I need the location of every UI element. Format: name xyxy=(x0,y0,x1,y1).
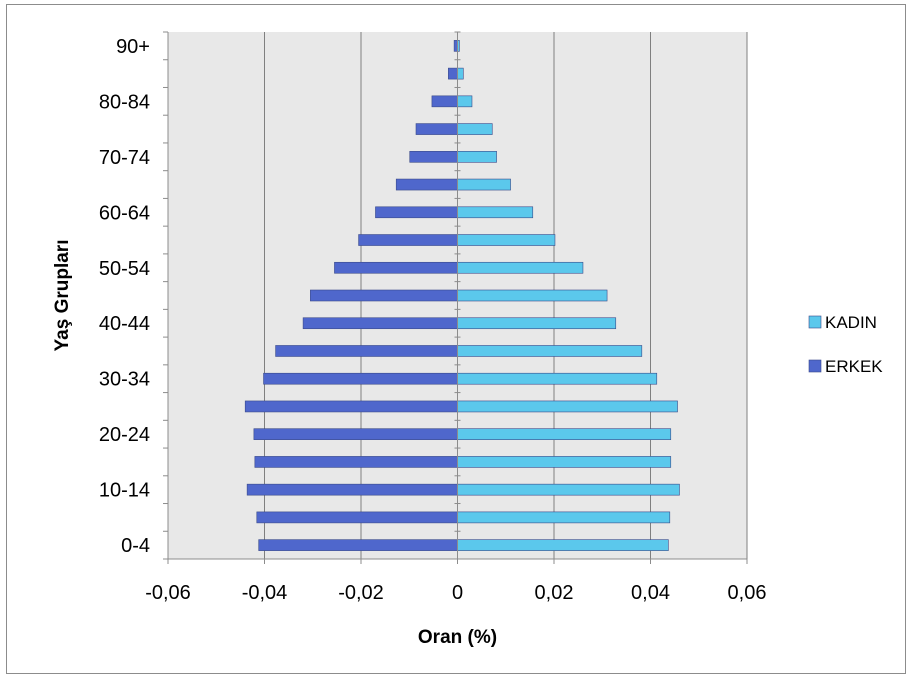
bar-erkek-50-54 xyxy=(334,261,458,274)
bar-erkek-5-9 xyxy=(256,511,458,524)
y-tick-label-90: 90+ xyxy=(116,36,150,58)
bars xyxy=(244,40,680,551)
bar-kadin-60-64 xyxy=(457,206,534,219)
y-tick-label-0-4: 0-4 xyxy=(121,535,150,557)
x-tick-label-3: 0 xyxy=(452,582,463,604)
bar-kadin-0-4 xyxy=(457,539,669,551)
bar-kadin-25-29 xyxy=(457,400,678,413)
bar-kadin-50-54 xyxy=(457,261,584,274)
axes xyxy=(163,31,748,564)
bar-erkek-75-79 xyxy=(415,123,458,135)
bar-kadin-35-39 xyxy=(457,345,643,357)
legend-swatch-kadin xyxy=(808,315,822,329)
bar-erkek-60-64 xyxy=(375,206,458,219)
y-tick-label-40-44: 40-44 xyxy=(99,313,150,335)
y-tick-label-30-34: 30-34 xyxy=(99,369,150,391)
bar-erkek-20-24 xyxy=(253,428,458,440)
bar-kadin-5-9 xyxy=(457,511,671,524)
legend-swatch-erkek xyxy=(808,359,822,373)
bar-kadin-20-24 xyxy=(457,428,672,440)
x-tick-label-1: -0,04 xyxy=(242,582,288,604)
bar-kadin-45-49 xyxy=(457,289,608,302)
y-tick-label-50-54: 50-54 xyxy=(99,258,150,280)
legend-label-kadin: KADIN xyxy=(825,313,877,332)
bar-erkek-10-14 xyxy=(246,483,458,496)
bar-kadin-15-19 xyxy=(457,456,672,468)
y-axis-title: Yaş Grupları xyxy=(52,240,73,352)
y-tick-label-70-74: 70-74 xyxy=(99,147,150,169)
bar-kadin-55-59 xyxy=(457,234,556,246)
x-tick-label-6: 0,06 xyxy=(728,582,767,604)
x-tick-label-5: 0,04 xyxy=(631,582,670,604)
x-tick-labels: -0,06 -0,04 -0,02 0 0,02 0,04 0,06 xyxy=(145,582,766,604)
legend: KADIN ERKEK xyxy=(808,313,883,376)
bar-erkek-90 xyxy=(453,40,458,52)
bar-kadin-65-69 xyxy=(457,178,511,191)
x-tick-label-2: -0,02 xyxy=(338,582,384,604)
bar-erkek-35-39 xyxy=(275,345,458,357)
bar-erkek-30-34 xyxy=(263,372,458,385)
x-tick-label-4: 0,02 xyxy=(535,582,574,604)
bar-erkek-80-84 xyxy=(431,95,458,108)
bar-kadin-30-34 xyxy=(457,372,658,385)
y-tick-labels: 0-4 10-14 20-24 30-34 40-44 50-54 60-64 70-74 80… xyxy=(99,36,150,557)
bar-kadin-75-79 xyxy=(457,123,493,135)
bar-kadin-85-89 xyxy=(457,67,464,80)
bar-kadin-70-74 xyxy=(457,151,497,163)
bar-erkek-85-89 xyxy=(448,67,458,80)
y-tick-label-20-24: 20-24 xyxy=(99,424,150,446)
bar-kadin-40-44 xyxy=(457,317,617,330)
bar-erkek-45-49 xyxy=(310,289,458,302)
bar-kadin-80-84 xyxy=(457,95,473,108)
bar-erkek-65-69 xyxy=(395,178,458,191)
y-tick-label-60-64: 60-64 xyxy=(99,202,150,224)
bar-kadin-10-14 xyxy=(457,483,680,496)
x-axis-title: Oran (%) xyxy=(418,627,497,648)
y-tick-label-80-84: 80-84 xyxy=(99,91,150,113)
legend-label-erkek: ERKEK xyxy=(825,357,883,376)
bar-erkek-70-74 xyxy=(409,151,458,163)
bar-erkek-40-44 xyxy=(302,317,458,330)
bar-erkek-25-29 xyxy=(244,400,458,413)
bar-erkek-15-19 xyxy=(254,456,458,468)
y-tick-label-10-14: 10-14 xyxy=(99,480,150,502)
x-tick-label-0: -0,06 xyxy=(145,582,191,604)
bar-erkek-55-59 xyxy=(358,234,458,246)
bar-erkek-0-4 xyxy=(258,539,458,551)
